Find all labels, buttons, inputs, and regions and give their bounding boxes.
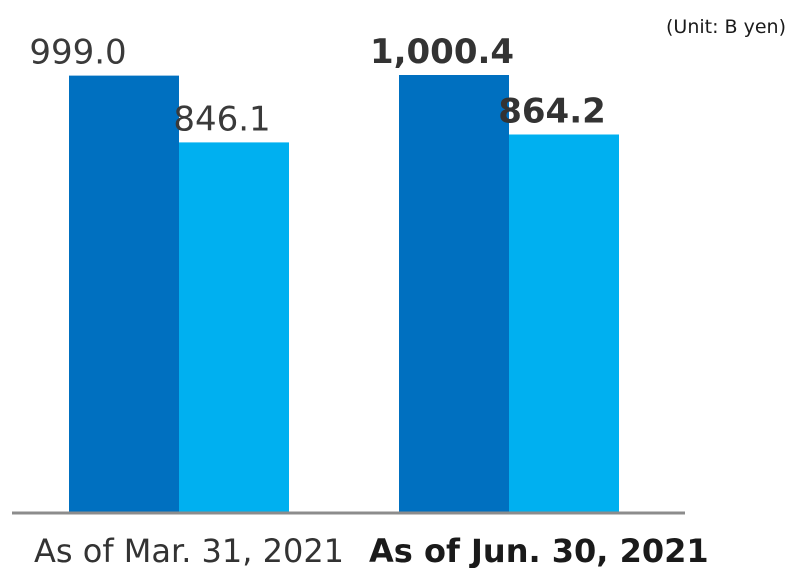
- value-label-series-1-category-2: 1,000.4: [370, 32, 514, 72]
- value-label-series-1-category-1: 999.0: [29, 33, 126, 73]
- unit-label: (Unit: B yen): [666, 16, 786, 38]
- value-label-series-2-category-2: 864.2: [498, 91, 606, 131]
- bar-series-2-category-1: [179, 142, 289, 512]
- category-label-2: As of Jun. 30, 2021: [369, 532, 709, 568]
- category-label-1: As of Mar. 31, 2021: [34, 532, 344, 568]
- bar-series-1-category-2: [399, 75, 509, 512]
- bar-series-1-category-1: [69, 75, 179, 512]
- value-label-series-2-category-1: 846.1: [173, 99, 270, 139]
- value-labels-group: 999.0 846.1 1,000.4 864.2: [29, 32, 605, 139]
- bar-series-2-category-2: [509, 134, 619, 512]
- bars-group: [69, 75, 619, 512]
- category-labels-group: As of Mar. 31, 2021 As of Jun. 30, 2021: [34, 532, 709, 568]
